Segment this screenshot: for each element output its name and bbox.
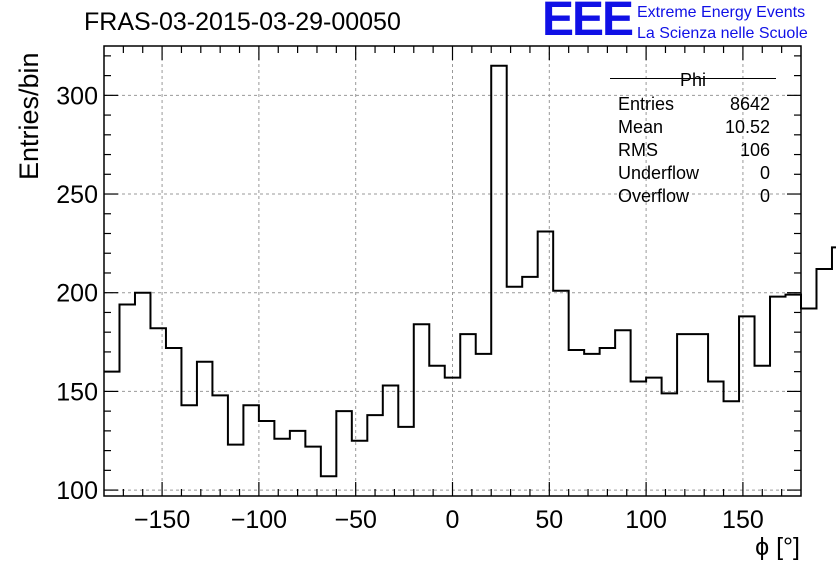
stats-row-mean: Mean 10.52 — [610, 116, 776, 139]
stats-value: 0 — [759, 186, 770, 206]
stats-box-name: Phi — [679, 70, 706, 90]
stats-row-overflow: Overflow 0 — [610, 185, 776, 208]
chart-title: FRAS-03-2015-03-29-00050 — [84, 8, 401, 36]
y-axis-label: Entries/bin — [14, 52, 44, 180]
x-tick-label: −100 — [231, 506, 287, 534]
stats-value: 10.52 — [724, 117, 770, 137]
x-axis-label: ϕ [°] — [755, 533, 800, 561]
x-tick-label: −150 — [134, 506, 190, 534]
stats-box: Phi Entries 8642 Mean 10.52 RMS 106 Unde… — [610, 70, 776, 208]
y-tick-label: 250 — [56, 181, 98, 209]
y-tick-label: 150 — [56, 378, 98, 406]
stats-box-divider — [610, 78, 776, 79]
stats-label: Overflow — [618, 186, 690, 206]
stats-value: 106 — [739, 140, 770, 160]
x-tick-label: 100 — [625, 506, 667, 534]
axis-tick-labels: −150 −100 −50 0 50 100 150 100 150 200 250 300 — [56, 82, 763, 534]
x-tick-label: 150 — [722, 506, 764, 534]
stats-row-entries: Entries 8642 — [610, 93, 776, 116]
eee-logo: EEE — [542, 0, 634, 46]
plot-frame — [103, 45, 802, 497]
y-tick-label: 200 — [56, 280, 98, 308]
stats-label: Mean — [618, 117, 664, 137]
brand-line-1: Extreme Energy Events — [637, 4, 806, 21]
x-tick-label: −50 — [334, 506, 376, 534]
y-tick-label: 100 — [56, 477, 98, 505]
stats-value: 8642 — [729, 94, 770, 114]
stats-label: RMS — [618, 140, 658, 160]
stats-row-rms: RMS 106 — [610, 139, 776, 162]
stats-row-underflow: Underflow 0 — [610, 162, 776, 185]
grid-lines — [104, 46, 801, 496]
y-tick-label: 300 — [56, 82, 98, 110]
axis-ticks — [104, 46, 801, 496]
stats-label: Underflow — [618, 163, 700, 183]
brand-line-2: La Scienza nelle Scuole — [637, 25, 808, 42]
x-tick-label: 0 — [446, 506, 460, 534]
histogram-outline — [104, 64, 836, 478]
x-tick-label: 50 — [535, 506, 563, 534]
stats-label: Entries — [618, 94, 675, 114]
stats-value: 0 — [759, 163, 770, 183]
